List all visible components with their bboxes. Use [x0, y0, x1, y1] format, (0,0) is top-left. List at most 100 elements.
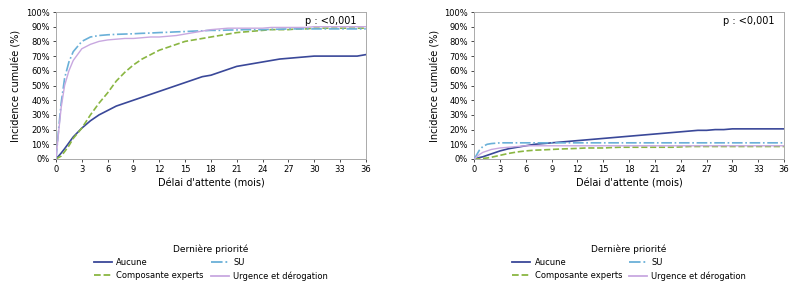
Legend: Aucune, Composante experts, SU, Urgence et dérogation: Aucune, Composante experts, SU, Urgence … — [94, 244, 328, 281]
Aucune — [478, 155, 488, 159]
Composante experts — [223, 32, 233, 36]
Composante experts — [310, 26, 319, 30]
Composante experts — [504, 152, 514, 155]
Aucune — [103, 109, 113, 112]
SU — [482, 142, 492, 146]
Urgence et dérogation — [624, 144, 634, 148]
Urgence et dérogation — [310, 25, 319, 28]
Aucune — [54, 154, 63, 158]
Composante experts — [745, 145, 754, 148]
Urgence et dérogation — [301, 26, 310, 29]
Aucune — [138, 95, 147, 99]
Composante experts — [472, 157, 482, 161]
Aucune — [504, 147, 514, 151]
Urgence et dérogation — [685, 144, 694, 148]
Composante experts — [710, 145, 720, 148]
SU — [555, 141, 565, 145]
Urgence et dérogation — [292, 26, 302, 29]
Composante experts — [51, 157, 61, 161]
Urgence et dérogation — [779, 144, 789, 148]
SU — [624, 141, 634, 145]
Aucune — [513, 146, 522, 149]
Aucune — [94, 113, 104, 117]
Urgence et dérogation — [69, 59, 78, 62]
SU — [283, 27, 293, 31]
Aucune — [607, 136, 617, 140]
Urgence et dérogation — [710, 144, 720, 148]
SU — [762, 141, 771, 145]
Aucune — [275, 57, 285, 61]
Composante experts — [69, 136, 78, 140]
SU — [292, 27, 302, 31]
Text: p : <0,001: p : <0,001 — [723, 16, 774, 26]
Urgence et dérogation — [719, 144, 729, 148]
Composante experts — [283, 28, 293, 31]
Aucune — [564, 140, 574, 143]
Urgence et dérogation — [361, 25, 370, 28]
Composante experts — [667, 146, 677, 149]
Composante experts — [650, 146, 660, 149]
Urgence et dérogation — [564, 144, 574, 148]
SU — [54, 128, 63, 131]
Composante experts — [103, 91, 113, 94]
Composante experts — [146, 53, 155, 56]
Line: Urgence et dérogation: Urgence et dérogation — [56, 27, 366, 159]
SU — [472, 153, 482, 156]
Aucune — [736, 127, 746, 131]
SU — [478, 145, 488, 148]
SU — [504, 141, 514, 145]
Composante experts — [60, 150, 70, 154]
Composante experts — [693, 145, 702, 148]
Composante experts — [206, 35, 216, 39]
Composante experts — [555, 147, 565, 151]
Urgence et dérogation — [474, 153, 484, 156]
Text: p : <0,001: p : <0,001 — [305, 16, 357, 26]
SU — [111, 32, 121, 36]
Composante experts — [564, 147, 574, 151]
Composante experts — [249, 29, 258, 33]
Aucune — [470, 157, 479, 161]
Urgence et dérogation — [94, 40, 104, 43]
Aucune — [530, 142, 539, 146]
Composante experts — [495, 154, 505, 157]
SU — [676, 141, 686, 145]
Aucune — [474, 156, 484, 159]
Urgence et dérogation — [206, 28, 216, 31]
Urgence et dérogation — [163, 34, 173, 38]
Aucune — [292, 56, 302, 59]
Urgence et dérogation — [64, 69, 74, 73]
Composante experts — [352, 26, 362, 30]
Aucune — [241, 63, 250, 67]
SU — [138, 32, 147, 35]
SU — [770, 141, 780, 145]
Aucune — [719, 128, 729, 131]
Urgence et dérogation — [642, 144, 651, 148]
Urgence et dérogation — [77, 47, 86, 50]
SU — [310, 27, 319, 31]
SU — [607, 141, 617, 145]
Composante experts — [129, 63, 138, 67]
X-axis label: Délai d'attente (mois): Délai d'attente (mois) — [576, 178, 682, 188]
Composante experts — [326, 26, 336, 30]
Composante experts — [582, 146, 591, 150]
Line: SU: SU — [56, 29, 366, 159]
Urgence et dérogation — [754, 144, 763, 148]
Aucune — [779, 127, 789, 131]
Urgence et dérogation — [513, 145, 522, 148]
Urgence et dérogation — [129, 37, 138, 40]
Urgence et dérogation — [249, 26, 258, 30]
Aucune — [86, 119, 95, 123]
SU — [86, 35, 95, 39]
Aucune — [727, 127, 737, 131]
Urgence et dérogation — [198, 29, 207, 33]
Composante experts — [482, 156, 492, 160]
Line: Urgence et dérogation: Urgence et dérogation — [474, 146, 784, 159]
SU — [573, 141, 582, 145]
SU — [335, 27, 345, 31]
Urgence et dérogation — [86, 43, 95, 46]
Urgence et dérogation — [616, 144, 626, 148]
Composante experts — [163, 46, 173, 49]
Y-axis label: Incidence cumulée (%): Incidence cumulée (%) — [12, 29, 22, 142]
SU — [275, 27, 285, 31]
Composante experts — [189, 38, 198, 42]
